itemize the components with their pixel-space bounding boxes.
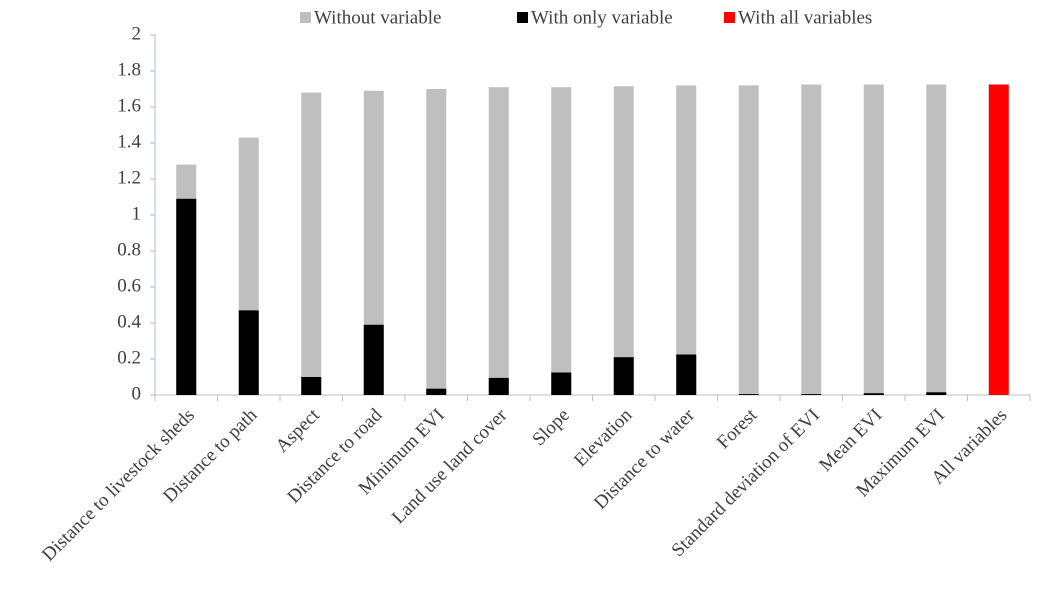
bar: [363, 324, 384, 395]
bar: [238, 310, 259, 395]
bar: [488, 377, 509, 395]
y-tick-label: 1: [132, 203, 142, 224]
legend-label: Without variable: [314, 7, 441, 28]
bar: [926, 392, 947, 395]
bar: [613, 86, 634, 396]
bar: [988, 84, 1009, 395]
bar: [738, 394, 759, 395]
bar: [863, 393, 884, 395]
legend-label: With all variables: [738, 7, 872, 28]
bar: [363, 90, 384, 396]
legend-label: With only variable: [531, 7, 673, 28]
bar: [863, 84, 884, 395]
bar: [801, 84, 822, 395]
y-tick-label: 2: [132, 23, 142, 44]
bar: [488, 87, 509, 395]
bar: [176, 198, 197, 395]
bar: [551, 372, 572, 395]
x-tick-label: Slope: [528, 405, 573, 450]
x-tick-label: Forest: [713, 404, 762, 453]
bar: [613, 357, 634, 395]
x-tick-label: Aspect: [272, 404, 325, 457]
bar: [801, 394, 822, 395]
legend-marker: [724, 12, 735, 23]
bar: [301, 92, 322, 395]
bar: [426, 388, 447, 395]
y-tick-label: 0.6: [117, 275, 141, 296]
y-tick-label: 0.8: [117, 239, 141, 260]
legend-marker: [300, 12, 311, 23]
bar: [738, 85, 759, 396]
bar: [926, 84, 947, 395]
bar: [426, 89, 447, 395]
bar: [676, 85, 697, 396]
legend-marker: [517, 12, 528, 23]
bar: [676, 354, 697, 395]
x-tick-label: Land use land cover: [388, 404, 512, 528]
y-tick-label: 1.4: [117, 131, 141, 152]
y-tick-label: 0.2: [117, 347, 141, 368]
y-tick-label: 1.8: [117, 59, 141, 80]
bar: [551, 87, 572, 395]
y-tick-label: 1.2: [117, 167, 141, 188]
y-tick-label: 1.6: [117, 95, 141, 116]
y-tick-label: 0: [132, 383, 142, 404]
y-tick-label: 0.4: [117, 311, 141, 332]
bar: [301, 377, 322, 395]
